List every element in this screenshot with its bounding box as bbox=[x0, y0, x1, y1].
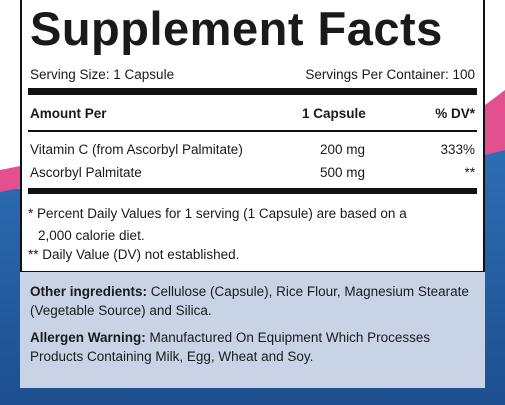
nutrient-amount: 500 mg bbox=[320, 165, 366, 180]
thick-rule bbox=[28, 88, 477, 95]
nutrient-dv: ** bbox=[464, 165, 475, 180]
ingredients-panel: Other ingredients: Cellulose (Capsule), … bbox=[20, 272, 485, 388]
nutrient-amount: 200 mg bbox=[320, 142, 366, 157]
nutrient-name: Ascorbyl Palmitate bbox=[30, 165, 142, 180]
footnote: * Percent Daily Values for 1 serving (1 … bbox=[28, 206, 407, 221]
nutrient-name: Vitamin C (from Ascorbyl Palmitate) bbox=[30, 142, 243, 157]
other-ingredients-text: Cellulose (Capsule), Rice Flour, Magnesi… bbox=[30, 284, 469, 318]
header-cell: 1 Capsule bbox=[302, 106, 366, 121]
title: Supplement Facts bbox=[30, 2, 443, 55]
other-ingredients: Other ingredients: Cellulose (Capsule), … bbox=[20, 282, 485, 320]
other-ingredients-label: Other ingredients: bbox=[30, 284, 148, 299]
serving-size: Serving Size: 1 Capsule bbox=[30, 67, 175, 82]
header-cell: Amount Per bbox=[30, 106, 107, 121]
allergen-warning-label: Allergen Warning: bbox=[30, 330, 146, 345]
footnote: ** Daily Value (DV) not established. bbox=[28, 247, 240, 262]
footnote: 2,000 calorie diet. bbox=[38, 228, 145, 243]
servings-per-container: Servings Per Container: 100 bbox=[305, 67, 475, 82]
allergen-warning-text: Manufactured On Equipment Which Processe… bbox=[30, 330, 431, 364]
header-cell: % DV* bbox=[435, 106, 475, 121]
thin-rule bbox=[28, 130, 477, 132]
thick-rule bbox=[28, 188, 477, 194]
nutrient-dv: 333% bbox=[440, 142, 475, 157]
supplement-facts-panel: Supplement Facts Serving Size: 1 Capsule… bbox=[20, 0, 485, 273]
allergen-warning: Allergen Warning: Manufactured On Equipm… bbox=[20, 328, 485, 366]
